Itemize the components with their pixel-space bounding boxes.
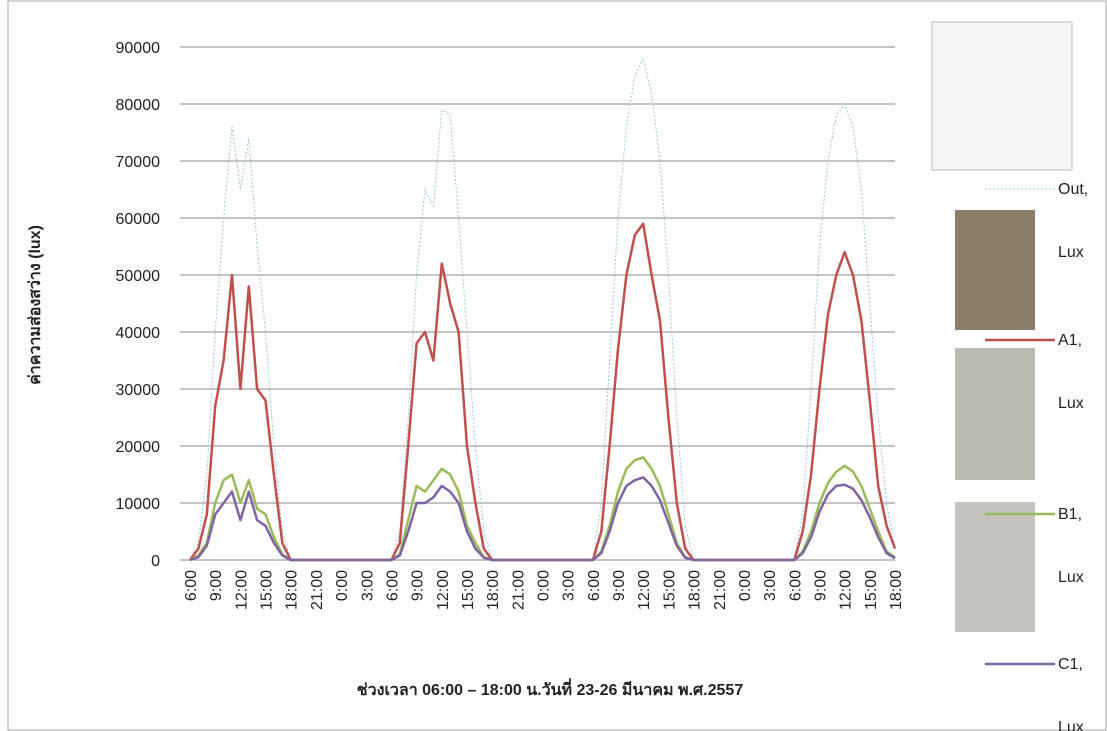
series-line	[189, 456, 896, 562]
legend-label: C1, Lux	[1058, 656, 1084, 731]
x-tick-label: 9:00	[208, 570, 225, 601]
x-tick-label: 15:00	[863, 570, 880, 610]
x-tick-label: 12:00	[636, 570, 653, 610]
y-tick-label: 50000	[116, 268, 161, 285]
x-tick-label: 12:00	[435, 570, 452, 610]
x-tick-label: 3:00	[762, 570, 779, 601]
x-tick-label: 9:00	[812, 570, 829, 601]
y-tick-label: 30000	[116, 382, 161, 399]
x-tick-label: 9:00	[410, 570, 427, 601]
x-tick-label: 3:00	[561, 570, 578, 601]
y-tick-label: 80000	[116, 97, 161, 114]
x-tick-label: 9:00	[611, 570, 628, 601]
x-tick-label: 21:00	[510, 570, 527, 610]
x-tick-label: 21:00	[309, 570, 326, 610]
series-line	[188, 222, 897, 562]
y-tick-label: 60000	[116, 211, 161, 228]
diagram-image	[931, 21, 1073, 171]
x-axis-title: ช่วงเวลา 06:00 – 18:00 น.วันที่ 23-26 มี…	[357, 678, 744, 699]
x-tick-label: 15:00	[661, 570, 678, 610]
x-tick-label: 6:00	[183, 570, 200, 601]
x-tick-label: 0:00	[334, 570, 351, 601]
legend-label: B1, Lux	[1058, 506, 1084, 586]
legend-label: Out, Lux	[1058, 181, 1089, 261]
legend-images	[931, 21, 1073, 632]
photo	[955, 348, 1035, 480]
photo	[955, 210, 1035, 330]
x-tick-label: 12:00	[838, 570, 855, 610]
legend-label: A1, Lux	[1058, 332, 1084, 412]
x-tick-label: 6:00	[384, 570, 401, 601]
x-tick-label: 6:00	[787, 570, 804, 601]
x-tick-label: 12:00	[233, 570, 250, 610]
y-tick-label: 70000	[116, 154, 161, 171]
x-tick-label: 18:00	[687, 570, 704, 610]
y-tick-label: 0	[151, 553, 160, 570]
x-tick-label: 18:00	[888, 570, 905, 610]
x-tick-label: 0:00	[737, 570, 754, 601]
x-tick-label: 15:00	[259, 570, 276, 610]
x-tick-label: 6:00	[586, 570, 603, 601]
y-tick-label: 10000	[116, 496, 161, 513]
y-axis-title: ค่าความส่องสว่าง (lux)	[27, 225, 44, 385]
x-tick-label: 0:00	[536, 570, 553, 601]
x-tick-label: 21:00	[712, 570, 729, 610]
series-line	[189, 476, 896, 562]
series-line	[189, 57, 896, 561]
y-tick-label: 90000	[116, 40, 161, 57]
x-tick-label: 18:00	[485, 570, 502, 610]
photo	[955, 502, 1035, 632]
y-tick-label: 40000	[116, 325, 161, 342]
x-tick-label: 18:00	[284, 570, 301, 610]
x-tick-label: 15:00	[460, 570, 477, 610]
frame	[7, 0, 1107, 731]
y-tick-label: 20000	[116, 439, 161, 456]
x-tick-label: 3:00	[359, 570, 376, 601]
